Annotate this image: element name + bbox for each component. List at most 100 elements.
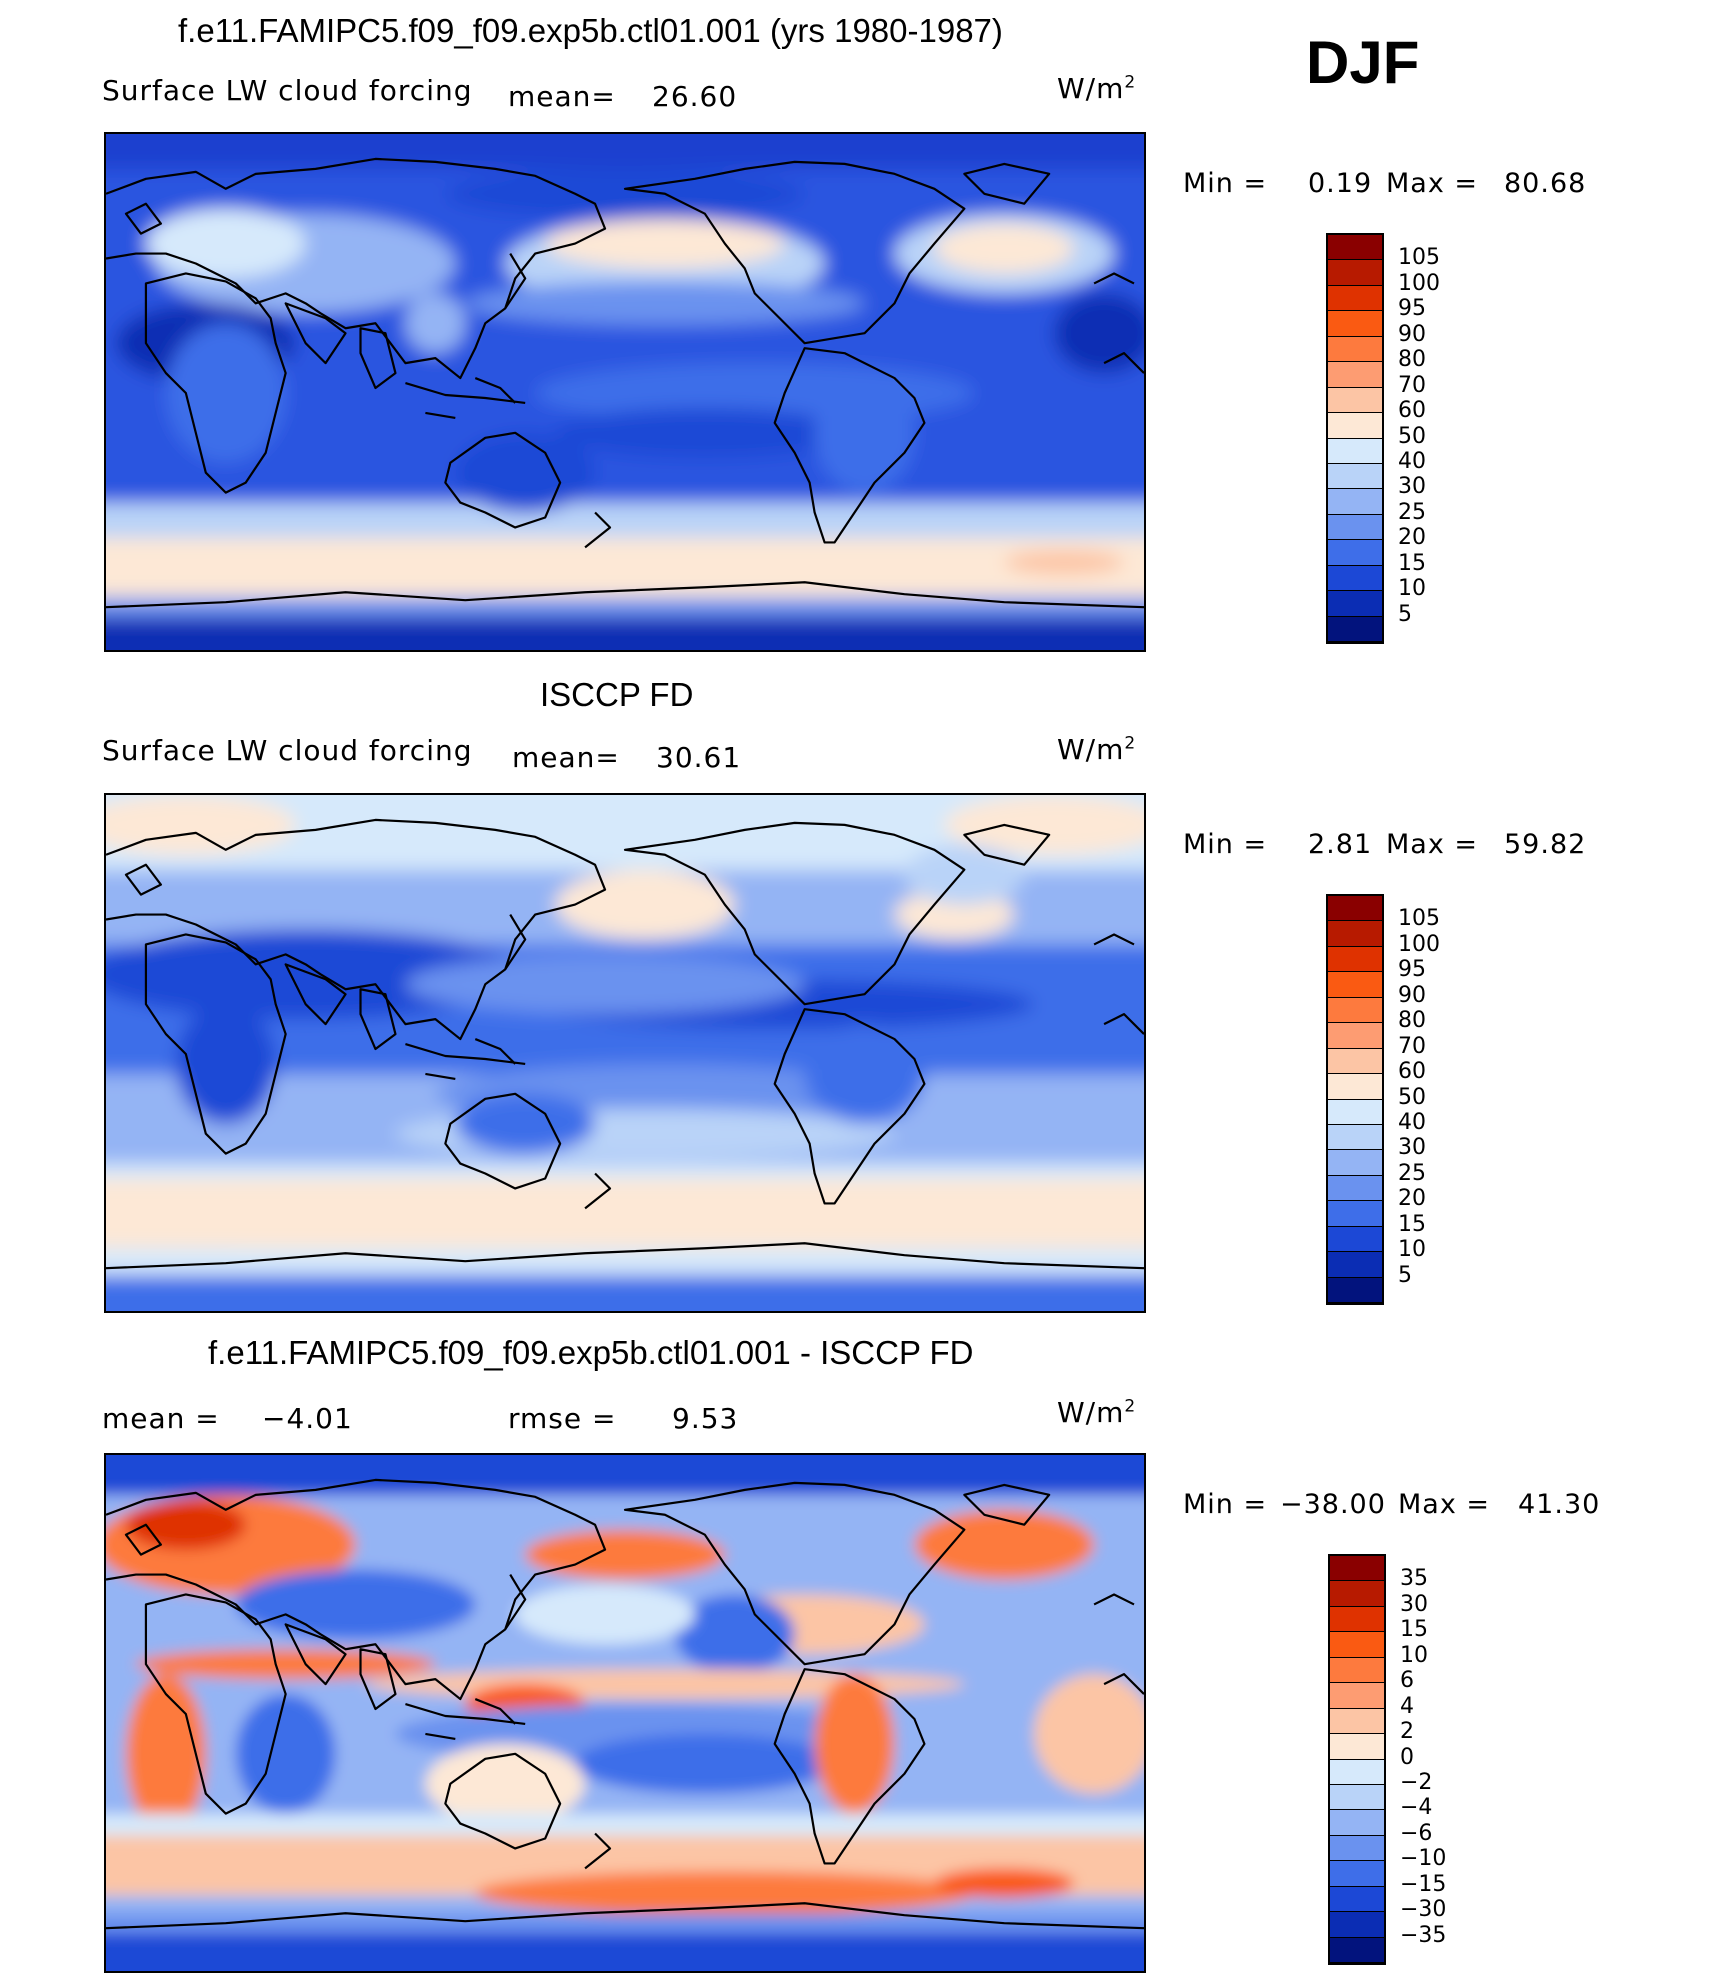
panel3-max-label: Max = <box>1398 1489 1491 1520</box>
colorbar-level-label: 5 <box>1398 601 1412 627</box>
colorbar-cell <box>1330 1581 1384 1607</box>
colorbar-cell <box>1328 1252 1382 1278</box>
panel3-max-value: 41.30 <box>1518 1489 1601 1520</box>
colorbar-cell <box>1328 235 1382 261</box>
colorbar-level-label: 5 <box>1398 1262 1412 1288</box>
colorbar-level-label: 6 <box>1400 1668 1414 1694</box>
panel3-mean-label: mean = <box>102 1402 220 1435</box>
colorbar-cell <box>1328 1277 1382 1303</box>
colorbar-cell <box>1328 565 1382 592</box>
colorbar-cell <box>1330 1810 1384 1836</box>
colorbar-level-label: 20 <box>1398 1186 1426 1212</box>
colorbar-level-label: 80 <box>1398 347 1426 373</box>
panel1-mean-label: mean= <box>508 80 616 113</box>
colorbar-cell <box>1328 387 1382 414</box>
colorbar-level-label: 100 <box>1398 270 1440 296</box>
colorbar-cell <box>1328 616 1382 642</box>
colorbar-cell <box>1328 1175 1382 1202</box>
colorbar-level-label: 30 <box>1400 1591 1428 1617</box>
colorbar-level-label: 90 <box>1398 321 1426 347</box>
colorbar-level-label: 10 <box>1400 1642 1428 1668</box>
colorbar-level-label: 80 <box>1398 1008 1426 1034</box>
panel3-mean-value: −4.01 <box>262 1402 353 1435</box>
panel1-min-label: Min = <box>1183 168 1268 199</box>
colorbar-cell <box>1330 1759 1384 1785</box>
colorbar-cell <box>1328 489 1382 515</box>
colorbar-level-label: −35 <box>1400 1922 1447 1948</box>
panel2-mean-value: 30.61 <box>656 741 742 774</box>
panel1-colorbar <box>1326 233 1384 644</box>
colorbar-level-label: −30 <box>1400 1897 1447 1923</box>
colorbar-cell <box>1328 1048 1382 1075</box>
panel3-min-value: −38.00 <box>1280 1489 1386 1520</box>
colorbar-level-label: 50 <box>1398 1084 1426 1110</box>
panel2-variable: Surface LW cloud forcing <box>102 734 473 767</box>
colorbar-level-label: 95 <box>1398 957 1426 983</box>
panel1-variable: Surface LW cloud forcing <box>102 74 473 107</box>
colorbar-level-label: 105 <box>1398 245 1440 271</box>
colorbar-cell <box>1328 972 1382 998</box>
colorbar-level-label: −15 <box>1400 1871 1447 1897</box>
colorbar-cell <box>1328 1023 1382 1049</box>
panel2-map <box>104 793 1146 1313</box>
colorbar-level-label: −10 <box>1400 1846 1447 1872</box>
colorbar-level-label: 60 <box>1398 398 1426 424</box>
colorbar-level-label: 40 <box>1398 1109 1426 1135</box>
panel1-max-label: Max = <box>1386 168 1479 199</box>
season-label: DJF <box>1306 29 1420 96</box>
panel2-min-label: Min = <box>1183 829 1268 860</box>
colorbar-cell <box>1330 1886 1384 1913</box>
panel1-max-value: 80.68 <box>1504 168 1587 199</box>
colorbar-cell <box>1328 514 1382 541</box>
colorbar-cell <box>1330 1657 1384 1684</box>
colorbar-cell <box>1328 1099 1382 1125</box>
panel3-title: f.e11.FAMIPC5.f09_f09.exp5b.ctl01.001 - … <box>208 1334 974 1371</box>
colorbar-cell <box>1330 1632 1384 1658</box>
colorbar-cell <box>1330 1937 1384 1963</box>
colorbar-level-label: 30 <box>1398 1135 1426 1161</box>
colorbar-level-label: 35 <box>1400 1566 1428 1592</box>
colorbar-cell <box>1328 1226 1382 1253</box>
colorbar-cell <box>1328 1201 1382 1227</box>
colorbar-level-label: 90 <box>1398 982 1426 1008</box>
colorbar-level-label: 25 <box>1398 499 1426 525</box>
panel2-max-label: Max = <box>1386 829 1479 860</box>
colorbar-level-label: 20 <box>1398 525 1426 551</box>
colorbar-level-label: 30 <box>1398 474 1426 500</box>
panel3-rmse-label: rmse = <box>508 1402 617 1435</box>
panel1-units: W/m2 <box>1057 72 1137 105</box>
colorbar-cell <box>1328 946 1382 973</box>
colorbar-cell <box>1328 260 1382 286</box>
colorbar-level-label: 25 <box>1398 1160 1426 1186</box>
panel2-max-value: 59.82 <box>1504 829 1587 860</box>
colorbar-level-label: 70 <box>1398 372 1426 398</box>
colorbar-level-label: 4 <box>1400 1693 1414 1719</box>
colorbar-cell <box>1330 1861 1384 1887</box>
panel3-units: W/m2 <box>1057 1396 1137 1429</box>
colorbar-level-label: 0 <box>1400 1744 1414 1770</box>
panel2-min-value: 2.81 <box>1308 829 1373 860</box>
colorbar-cell <box>1330 1708 1384 1735</box>
colorbar-cell <box>1328 413 1382 439</box>
panel3-min-label: Min = <box>1183 1489 1268 1520</box>
panel1-min-value: 0.19 <box>1308 168 1373 199</box>
panel3-rmse-value: 9.53 <box>672 1402 739 1435</box>
colorbar-level-label: 60 <box>1398 1059 1426 1085</box>
colorbar-cell <box>1328 438 1382 464</box>
colorbar-cell <box>1328 285 1382 312</box>
colorbar-cell <box>1330 1912 1384 1938</box>
colorbar-cell <box>1330 1683 1384 1709</box>
panel2-title: ISCCP FD <box>540 676 694 713</box>
colorbar-cell <box>1328 311 1382 337</box>
colorbar-level-label: −2 <box>1400 1769 1433 1795</box>
colorbar-level-label: 10 <box>1398 1237 1426 1263</box>
colorbar-cell <box>1328 921 1382 947</box>
colorbar-level-label: 100 <box>1398 931 1440 957</box>
panel2-mean-label: mean= <box>512 741 620 774</box>
colorbar-level-label: −4 <box>1400 1795 1433 1821</box>
colorbar-cell <box>1330 1784 1384 1811</box>
colorbar-level-label: 10 <box>1398 576 1426 602</box>
colorbar-cell <box>1328 540 1382 566</box>
colorbar-cell <box>1328 997 1382 1024</box>
colorbar-cell <box>1328 1124 1382 1151</box>
